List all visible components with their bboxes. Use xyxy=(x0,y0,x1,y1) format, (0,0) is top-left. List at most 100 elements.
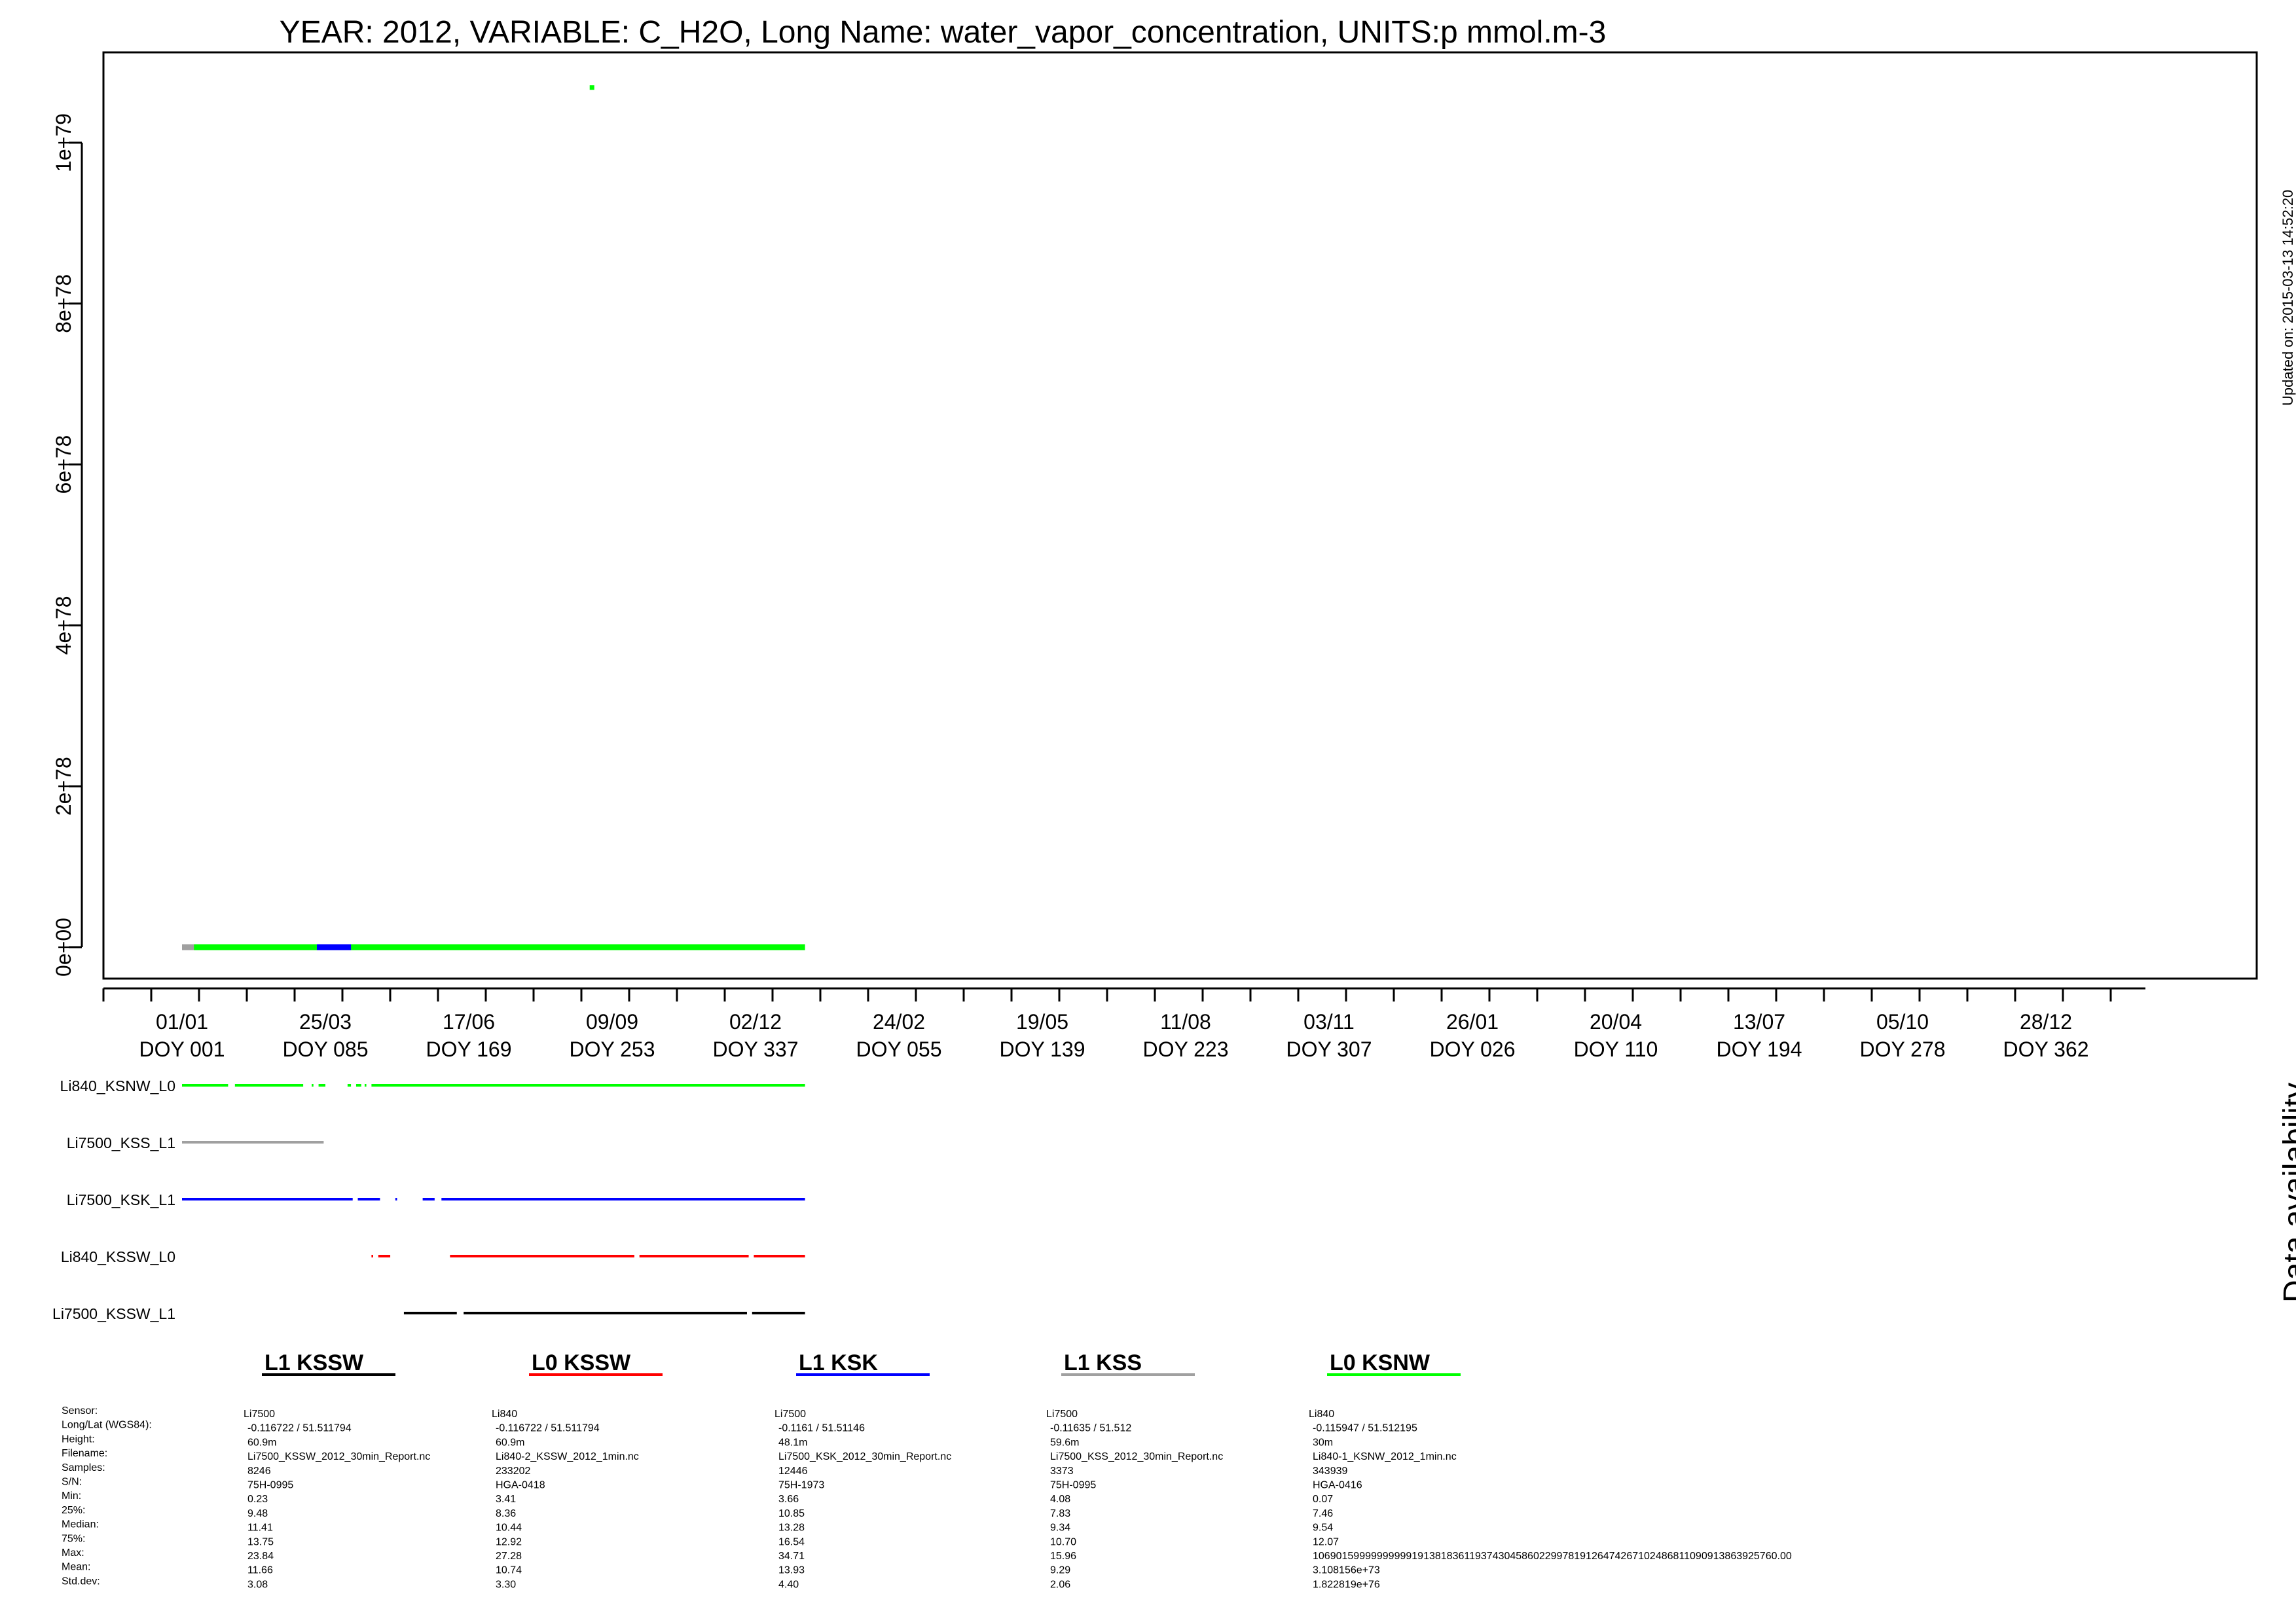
cell-value: 34.71 xyxy=(778,1551,805,1562)
x-tick-doy: DOY 001 xyxy=(139,1038,225,1061)
x-tick-date: 11/08 xyxy=(1160,1010,1211,1034)
x-tick-date: 01/01 xyxy=(156,1010,208,1034)
cell-value: 13.28 xyxy=(778,1523,805,1534)
x-tick-date: 05/10 xyxy=(1876,1010,1929,1034)
cell-value: 75H-0995 xyxy=(247,1480,293,1491)
cell-value: Li7500 xyxy=(244,1409,275,1420)
cell-value: Li7500 xyxy=(774,1409,806,1420)
cell-value: -0.1161 / 51.51146 xyxy=(778,1423,865,1434)
row-label: 25%: xyxy=(62,1505,85,1516)
cell-value: 30m xyxy=(1313,1437,1333,1448)
row-label: Mean: xyxy=(62,1562,90,1573)
x-tick-date: 09/09 xyxy=(586,1010,638,1034)
availability-label: Li840_KSNW_L0 xyxy=(60,1077,175,1094)
cell-value: -0.11635 / 51.512 xyxy=(1050,1423,1131,1434)
cell-value: 10.70 xyxy=(1050,1536,1076,1547)
x-tick-date: 24/02 xyxy=(873,1010,925,1034)
cell-value: 9.54 xyxy=(1313,1523,1333,1534)
x-tick-doy: DOY 085 xyxy=(282,1038,368,1061)
cell-value: 10.74 xyxy=(496,1565,522,1576)
cell-value: 3373 xyxy=(1050,1466,1074,1477)
availability-layer: Li840_KSNW_L0 Li7500_KSS_L1 Li7500_KSK_L1 L… xyxy=(52,1077,805,1322)
cell-value: 9.48 xyxy=(247,1508,268,1519)
chart-title: YEAR: 2012, VARIABLE: C_H2O, Long Name: … xyxy=(279,15,1607,50)
y-tick-label: 1e+79 xyxy=(52,113,75,172)
sensor-table: L1 KSSW L0 KSSW L1 KSK L1 KSS L0 KSNW Sensor:… xyxy=(62,1350,1792,1590)
outlier-point xyxy=(589,85,594,90)
cell-value: Li840 xyxy=(1309,1409,1334,1420)
cell-value: 16.54 xyxy=(778,1536,805,1547)
cell-value: 60.9m xyxy=(247,1437,276,1448)
y-tick-label: 6e+78 xyxy=(52,435,75,494)
cell-value: -0.115947 / 51.512195 xyxy=(1313,1423,1417,1434)
x-tick-date: 26/01 xyxy=(1446,1010,1499,1034)
x-tick-doy: DOY 362 xyxy=(2003,1038,2088,1061)
cell-value: 11.41 xyxy=(247,1523,273,1534)
cell-value: 12446 xyxy=(778,1466,808,1477)
row-label: Height: xyxy=(62,1434,95,1445)
cell-value: 60.9m xyxy=(496,1437,524,1448)
x-tick-doy: DOY 307 xyxy=(1286,1038,1372,1061)
cell-value: Li840-1_KSNW_2012_1min.nc xyxy=(1313,1451,1457,1462)
y-tick-label: 0e+00 xyxy=(52,918,75,977)
row-label: S/N: xyxy=(62,1477,82,1488)
cell-value: 75H-1973 xyxy=(778,1480,824,1491)
cell-value: Li840-2_KSSW_2012_1min.nc xyxy=(496,1451,639,1462)
column-heading: L1 KSK xyxy=(799,1350,878,1375)
plot-frame xyxy=(102,51,2258,980)
cell-value: 3.41 xyxy=(496,1494,516,1505)
row-label: Filename: xyxy=(62,1448,107,1459)
y-tick-label: 4e+78 xyxy=(52,596,75,655)
row-label: Min: xyxy=(62,1490,81,1502)
cell-value: Li7500_KSS_2012_30min_Report.nc xyxy=(1050,1451,1223,1462)
availability-label: Li840_KSSW_L0 xyxy=(61,1248,175,1265)
row-label: Max: xyxy=(62,1547,84,1559)
cell-value: 4.08 xyxy=(1050,1494,1070,1505)
cell-value: 0.23 xyxy=(247,1494,268,1505)
x-tick-date: 03/11 xyxy=(1303,1010,1355,1034)
cell-value: 13.75 xyxy=(247,1536,274,1547)
cell-value: 10.85 xyxy=(778,1508,805,1519)
x-tick-doy: DOY 110 xyxy=(1574,1038,1658,1061)
availability-label: Li7500_KSK_L1 xyxy=(67,1191,175,1208)
x-tick-date: 20/04 xyxy=(1590,1010,1642,1034)
x-tick-doy: DOY 194 xyxy=(1716,1038,1802,1061)
x-axis: 01/01 DOY 001 25/03 DOY 085 17/06 DOY 169 09/0… xyxy=(102,987,2145,1061)
cell-value: 3.30 xyxy=(496,1579,516,1590)
x-tick-doy: DOY 337 xyxy=(712,1038,798,1061)
column-heading: L1 KSSW xyxy=(264,1350,364,1375)
row-label: Long/Lat (WGS84): xyxy=(62,1420,152,1431)
cell-value: Li7500_KSSW_2012_30min_Report.nc xyxy=(247,1451,430,1462)
row-label: 75%: xyxy=(62,1533,85,1544)
cell-value: Li840 xyxy=(492,1409,517,1420)
x-tick-doy: DOY 139 xyxy=(999,1038,1085,1061)
cell-value: 1069015999999999919138183611937430458602… xyxy=(1313,1551,1792,1562)
availability-label: Li7500_KSSW_L1 xyxy=(52,1305,175,1322)
cell-value: 23.84 xyxy=(247,1551,274,1562)
x-tick-doy: DOY 026 xyxy=(1429,1038,1515,1061)
cell-value: 59.6m xyxy=(1050,1437,1079,1448)
cell-value: -0.116722 / 51.511794 xyxy=(496,1423,600,1434)
row-label: Sensor: xyxy=(62,1405,98,1416)
cell-value: 2.06 xyxy=(1050,1579,1070,1590)
cell-value: 10.44 xyxy=(496,1523,522,1534)
x-tick-doy: DOY 223 xyxy=(1142,1038,1228,1061)
x-tick-date: 13/07 xyxy=(1733,1010,1785,1034)
cell-value: 12.07 xyxy=(1313,1536,1339,1547)
cell-value: Li7500_KSK_2012_30min_Report.nc xyxy=(778,1451,951,1462)
cell-value: 12.92 xyxy=(496,1536,522,1547)
series-layer xyxy=(182,85,805,950)
x-tick-date: 28/12 xyxy=(2020,1010,2072,1034)
x-tick-doy: DOY 169 xyxy=(426,1038,511,1061)
column-heading: L1 KSS xyxy=(1064,1350,1142,1375)
x-tick-date: 19/05 xyxy=(1016,1010,1068,1034)
x-tick-doy: DOY 055 xyxy=(856,1038,941,1061)
cell-value: 11.66 xyxy=(247,1565,273,1576)
cell-value: 13.93 xyxy=(778,1565,805,1576)
cell-value: 1.822819e+76 xyxy=(1313,1579,1380,1590)
cell-value: HGA-0418 xyxy=(496,1480,545,1491)
column-heading: L0 KSNW xyxy=(1330,1350,1430,1375)
cell-value: 9.29 xyxy=(1050,1565,1070,1576)
cell-value: Li7500 xyxy=(1046,1409,1078,1420)
